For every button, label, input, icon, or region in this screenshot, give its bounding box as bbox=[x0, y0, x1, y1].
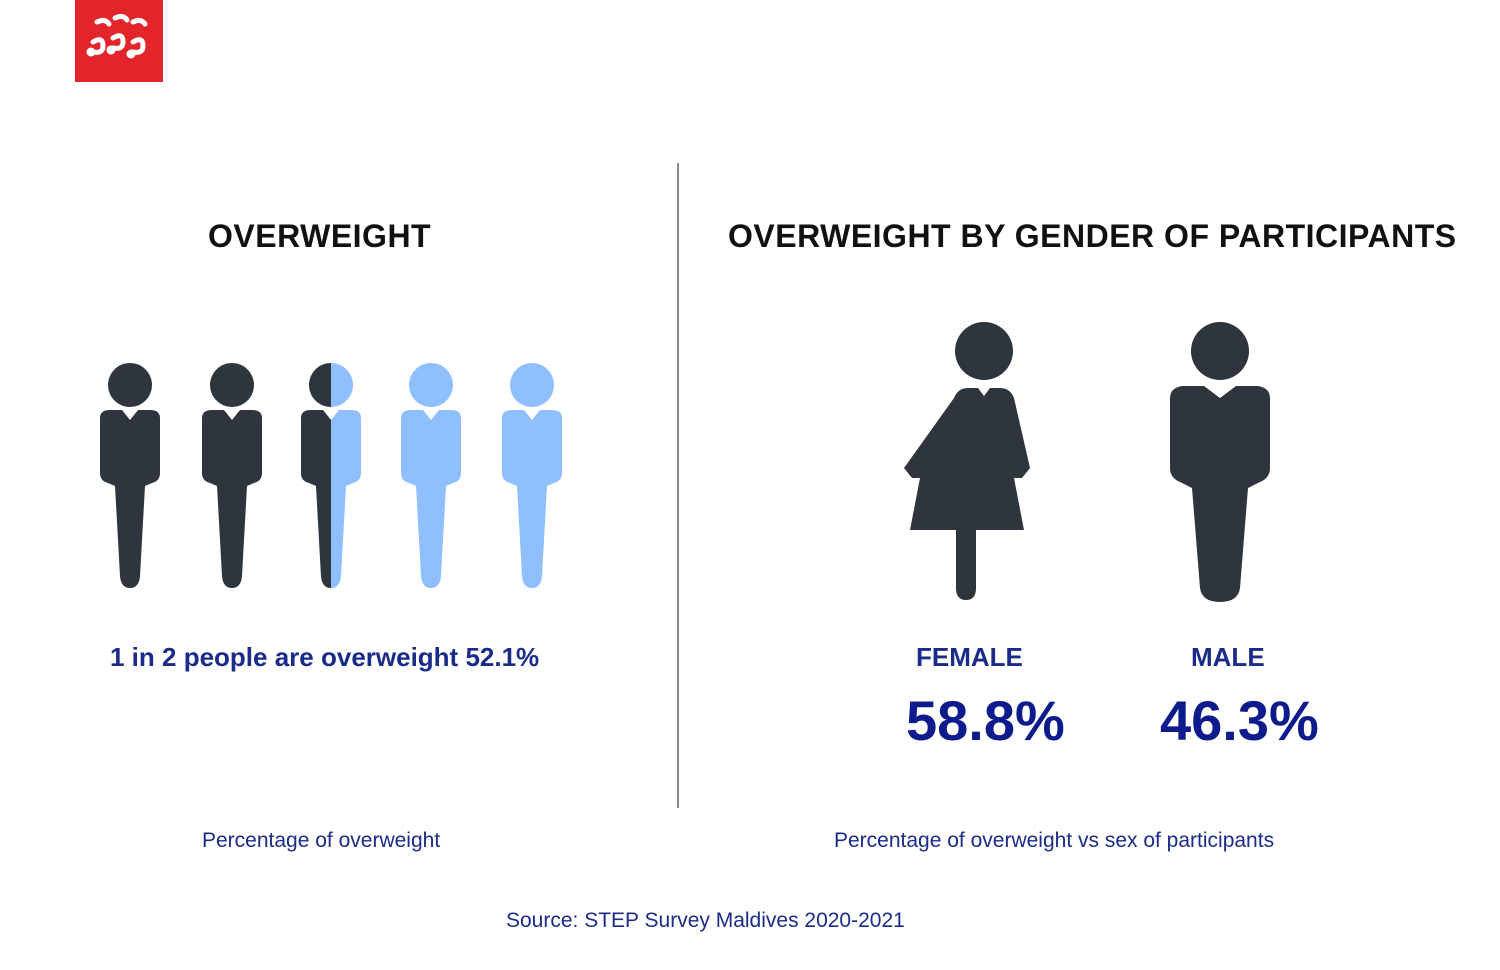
panel-divider bbox=[677, 163, 679, 808]
person-icon-half-filled bbox=[301, 363, 331, 588]
person-icon-filled bbox=[202, 363, 262, 588]
source-note: Source: STEP Survey Maldives 2020-2021 bbox=[506, 909, 905, 932]
female-value: 58.8% bbox=[906, 689, 1065, 752]
left-panel-caption: Percentage of overweight bbox=[202, 829, 441, 852]
maldives-logo-icon bbox=[86, 13, 148, 59]
person-icon-empty bbox=[502, 363, 562, 588]
female-label: FEMALE bbox=[916, 642, 1023, 672]
overweight-stat-text: 1 in 2 people are overweight 52.1% bbox=[110, 642, 540, 672]
person-icon-filled bbox=[100, 363, 160, 588]
female-figure-icon bbox=[904, 322, 1030, 600]
left-panel-title: OVERWEIGHT bbox=[208, 218, 432, 254]
person-icon-empty bbox=[401, 363, 461, 588]
right-panel-caption: Percentage of overweight vs sex of parti… bbox=[834, 829, 1275, 852]
male-value: 46.3% bbox=[1160, 689, 1319, 752]
male-label: MALE bbox=[1191, 642, 1265, 672]
right-panel-title: OVERWEIGHT BY GENDER OF PARTICIPANTS bbox=[728, 218, 1457, 254]
brand-logo bbox=[75, 0, 163, 82]
male-figure-icon bbox=[1170, 322, 1270, 602]
